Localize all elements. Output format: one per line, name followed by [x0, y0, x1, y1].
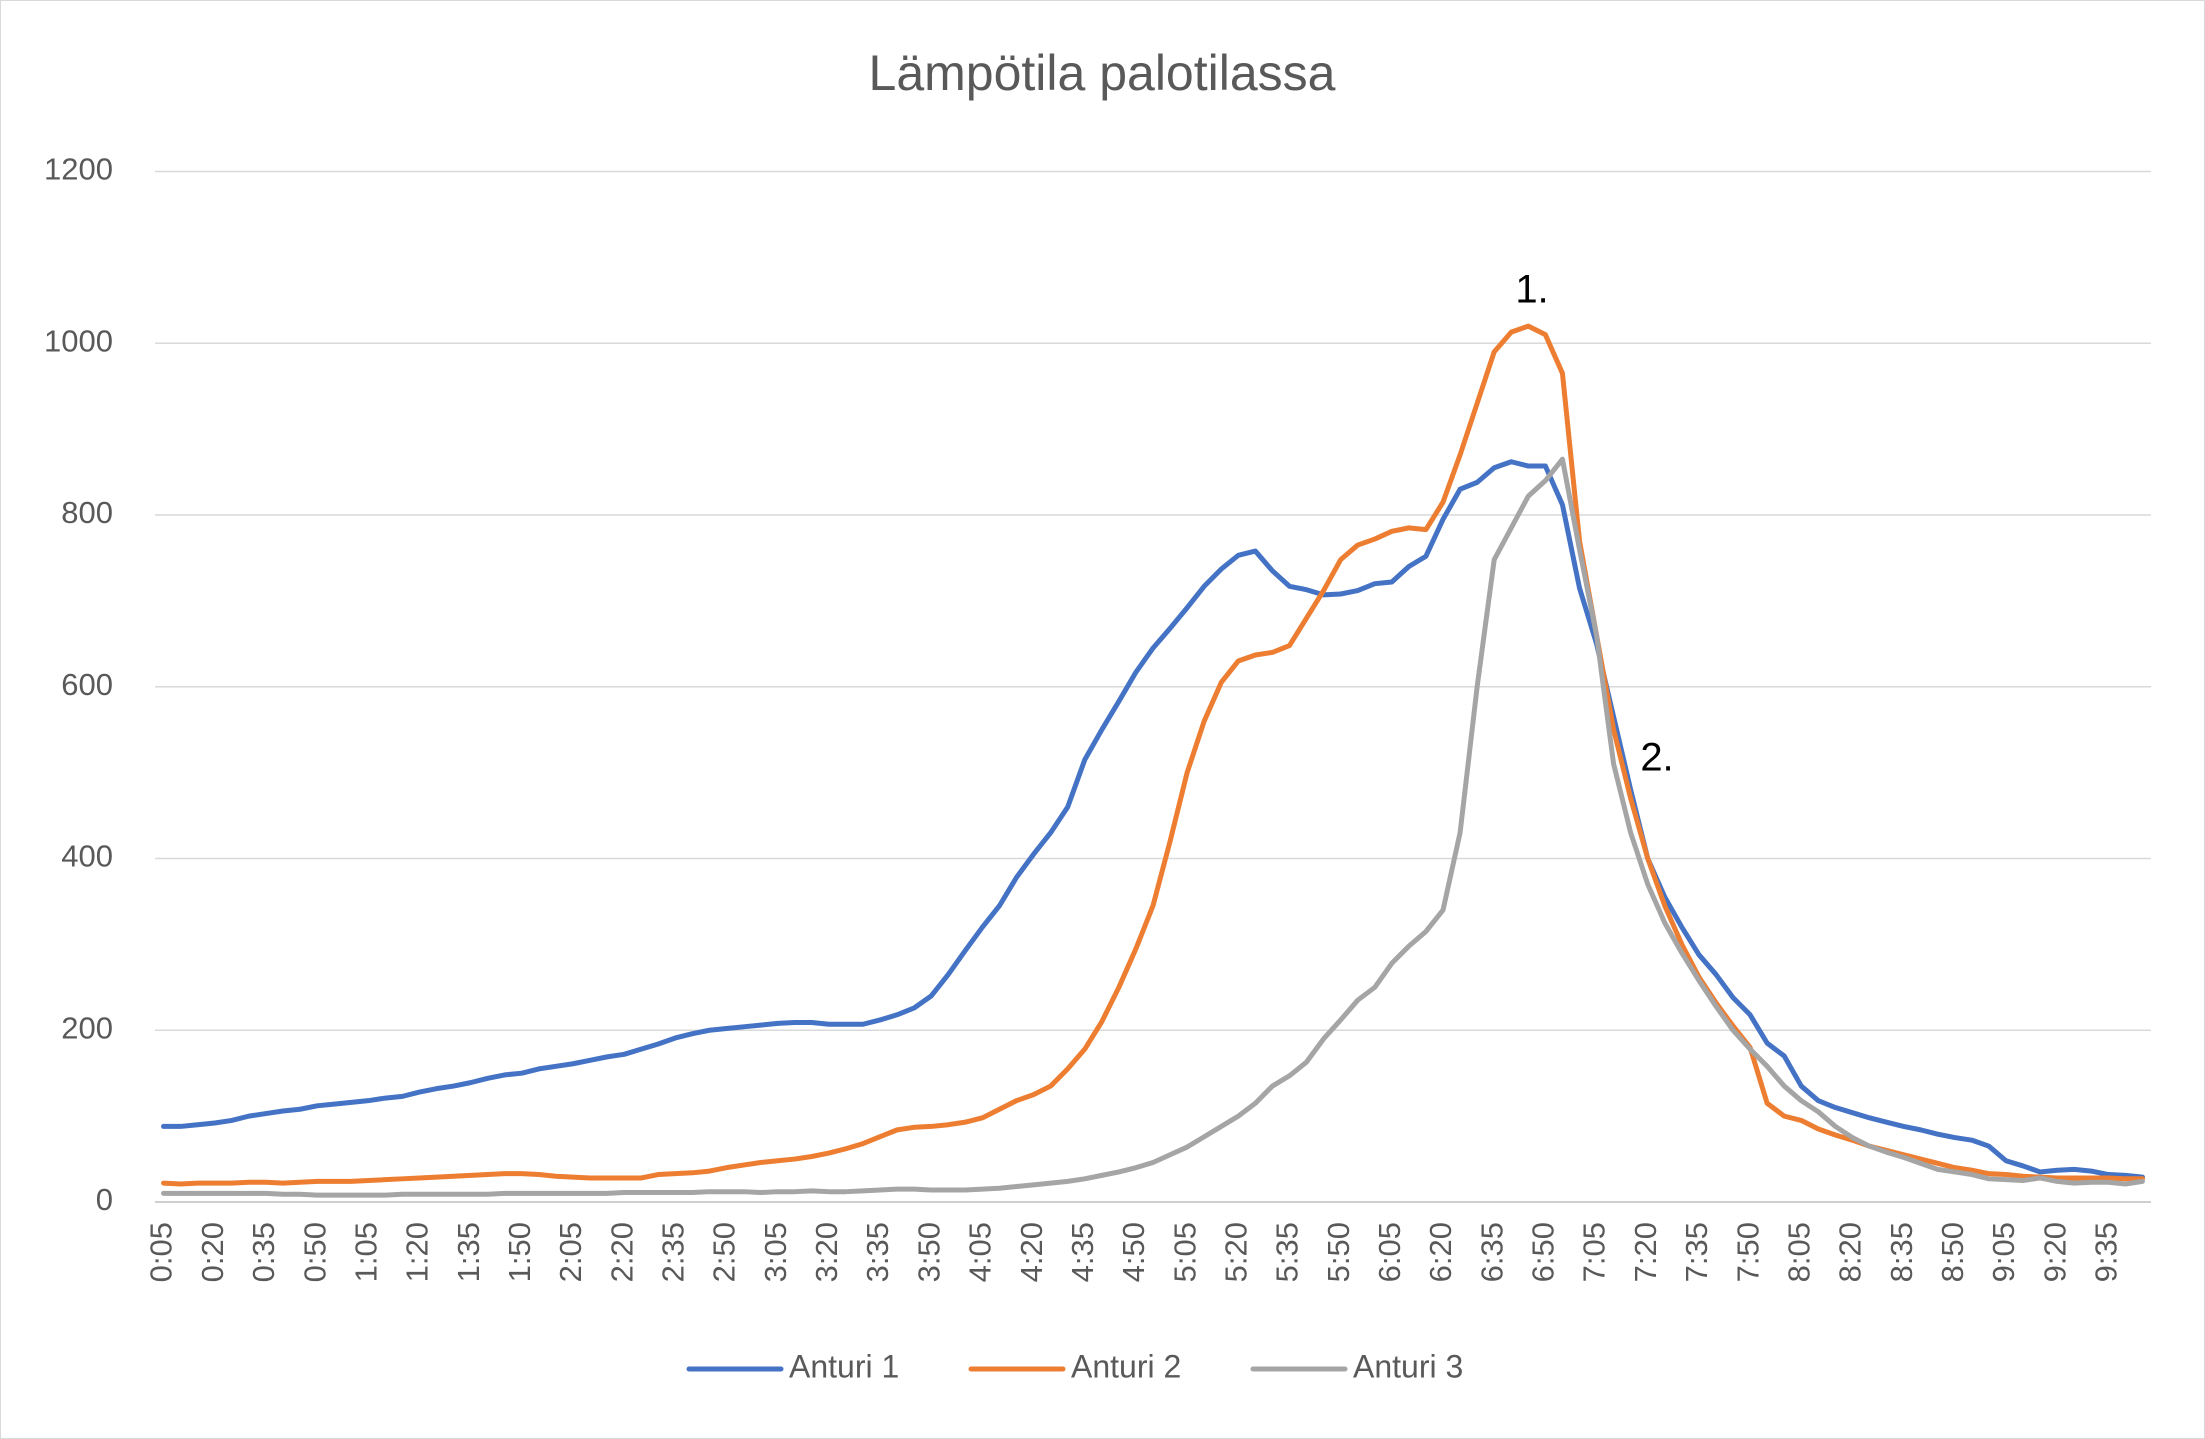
x-tick-label: 8:05 — [1781, 1222, 1816, 1282]
y-tick-label: 0 — [96, 1182, 113, 1217]
chart-title: Lämpötila palotilassa — [869, 45, 1336, 101]
x-tick-label: 4:05 — [963, 1222, 998, 1282]
y-tick-label: 200 — [61, 1010, 113, 1045]
x-tick-label: 3:20 — [809, 1222, 844, 1282]
y-tick-label: 800 — [61, 495, 113, 530]
x-tick-label: 2:20 — [604, 1222, 639, 1282]
x-tick-label: 9:20 — [2037, 1222, 2072, 1282]
x-tick-label: 2:50 — [707, 1222, 742, 1282]
x-tick-label: 3:50 — [911, 1222, 946, 1282]
annotation: 2. — [1640, 736, 1673, 780]
x-tick-label: 0:50 — [297, 1222, 332, 1282]
data-line — [161, 456, 2145, 1198]
y-tick-label: 1200 — [44, 152, 113, 187]
x-tick-label: 0:35 — [246, 1222, 281, 1282]
x-tick-label: 6:20 — [1423, 1222, 1458, 1282]
x-tick-label: 1:20 — [400, 1222, 435, 1282]
x-tick-label: 0:20 — [195, 1222, 230, 1282]
x-tick-label: 5:20 — [1218, 1222, 1253, 1282]
data-line — [161, 323, 2145, 1187]
x-tick-label: 8:50 — [1935, 1222, 1970, 1282]
annotation: 1. — [1515, 268, 1548, 312]
legend-label: Anturi 2 — [1071, 1348, 1181, 1384]
legend-label: Anturi 3 — [1353, 1348, 1463, 1384]
x-tick-label: 9:05 — [1986, 1222, 2021, 1282]
legend-label: Anturi 1 — [789, 1348, 899, 1384]
x-tick-label: 4:20 — [1014, 1222, 1049, 1282]
x-tick-label: 0:05 — [144, 1222, 179, 1282]
y-tick-label: 400 — [61, 839, 113, 874]
x-tick-label: 5:05 — [1167, 1222, 1202, 1282]
x-tick-label: 7:35 — [1679, 1222, 1714, 1282]
x-tick-label: 7:50 — [1730, 1222, 1765, 1282]
x-tick-label: 3:05 — [758, 1222, 793, 1282]
x-tick-label: 8:20 — [1833, 1222, 1868, 1282]
x-tick-label: 4:50 — [1116, 1222, 1151, 1282]
x-tick-label: 4:35 — [1065, 1222, 1100, 1282]
y-tick-label: 600 — [61, 667, 113, 702]
x-tick-label: 9:35 — [2089, 1222, 2124, 1282]
x-tick-label: 5:50 — [1321, 1222, 1356, 1282]
x-tick-label: 8:35 — [1884, 1222, 1919, 1282]
x-tick-label: 3:35 — [860, 1222, 895, 1282]
x-tick-label: 1:35 — [451, 1222, 486, 1282]
data-line — [161, 459, 2145, 1180]
x-tick-label: 1:50 — [502, 1222, 537, 1282]
x-tick-label: 6:35 — [1474, 1222, 1509, 1282]
x-tick-label: 1:05 — [348, 1222, 383, 1282]
x-tick-label: 6:50 — [1526, 1222, 1561, 1282]
x-tick-label: 6:05 — [1372, 1222, 1407, 1282]
x-tick-label: 5:35 — [1270, 1222, 1305, 1282]
x-tick-label: 7:05 — [1577, 1222, 1612, 1282]
x-tick-label: 2:05 — [553, 1222, 588, 1282]
y-tick-label: 1000 — [44, 323, 113, 358]
x-tick-label: 2:35 — [656, 1222, 691, 1282]
x-tick-label: 7:20 — [1628, 1222, 1663, 1282]
